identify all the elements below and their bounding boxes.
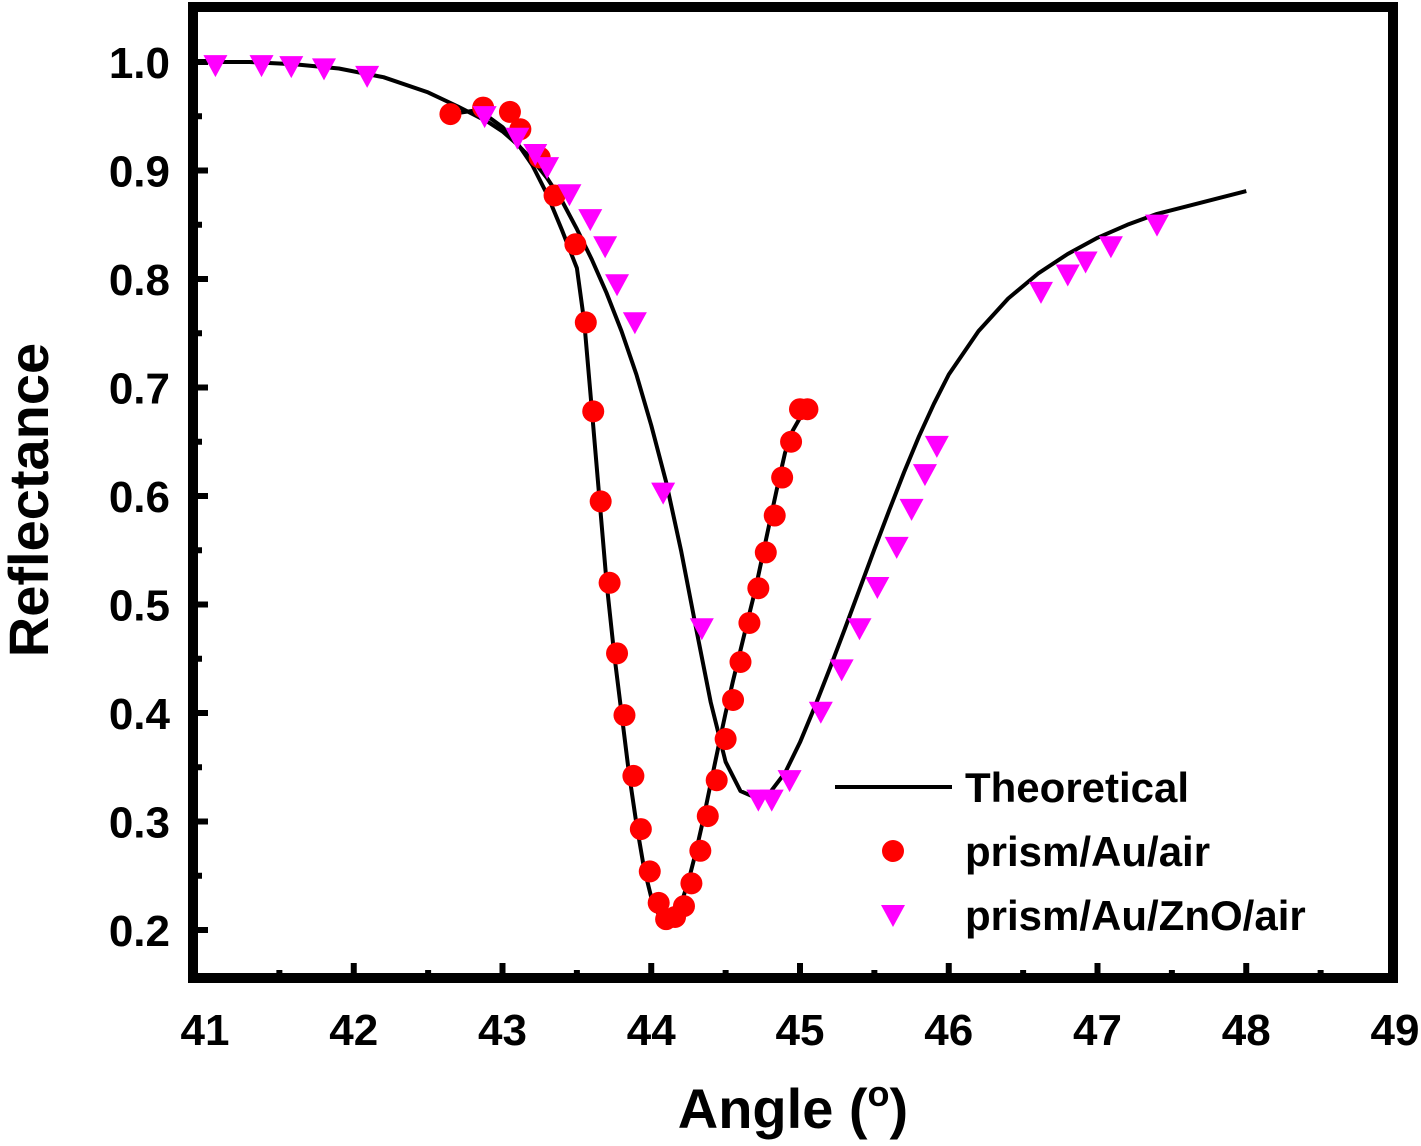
data-point-prism-au-air	[763, 504, 786, 527]
x-tick-label: 44	[627, 1006, 676, 1055]
x-axis-title-degree: o	[868, 1073, 890, 1114]
data-point-prism-au-zno-air	[829, 659, 854, 682]
x-tick-label: 49	[1371, 1006, 1420, 1055]
x-axis-title-main: Angle (	[678, 1077, 868, 1140]
legend-label-theoretical: Theoretical	[965, 764, 1189, 811]
data-point-prism-au-zno-air	[312, 58, 336, 81]
data-point-prism-au-zno-air	[759, 789, 784, 812]
plot-frame	[188, 2, 1398, 983]
data-point-prism-au-air	[738, 611, 761, 634]
y-tick-label: 0.9	[109, 148, 170, 197]
data-point-prism-au-zno-air	[578, 209, 603, 232]
data-point-prism-au-air	[543, 184, 566, 207]
data-point-prism-au-zno-air	[605, 274, 630, 297]
y-tick-label: 1.0	[109, 39, 170, 88]
data-point-prism-au-zno-air	[884, 536, 909, 559]
data-point-prism-au-air	[629, 818, 652, 841]
legend: Theoretical prism/Au/air prism/Au/ZnO/ai…	[835, 764, 1306, 939]
data-point-prism-au-air	[638, 860, 661, 883]
legend-marker-prism-au-air	[882, 840, 904, 862]
data-point-prism-au-zno-air	[899, 498, 924, 521]
x-tick-label: 41	[181, 1006, 230, 1055]
legend-marker-prism-au-zno-air	[881, 905, 905, 927]
y-tick-label: 0.4	[109, 690, 171, 739]
x-tick-label: 42	[329, 1006, 378, 1055]
data-point-prism-au-air	[754, 541, 777, 564]
data-point-prism-au-air	[606, 642, 629, 665]
x-tick-label: 46	[924, 1006, 973, 1055]
data-point-prism-au-zno-air	[912, 464, 937, 487]
prism-au-zno-air-markers	[203, 55, 1169, 812]
x-axis-title: Angle (o)	[678, 1073, 908, 1140]
series-line-0	[205, 60, 1247, 800]
data-point-prism-au-zno-air	[689, 618, 714, 641]
data-point-prism-au-zno-air	[203, 55, 228, 78]
data-point-prism-au-zno-air	[924, 435, 949, 458]
data-point-prism-au-air	[574, 311, 597, 334]
data-point-prism-au-air	[439, 103, 462, 126]
data-point-prism-au-air	[796, 398, 819, 421]
data-point-prism-au-air	[714, 728, 737, 751]
data-point-prism-au-zno-air	[1055, 264, 1080, 287]
data-point-prism-au-air	[780, 430, 803, 453]
data-point-prism-au-air	[613, 704, 636, 727]
data-point-prism-au-air	[696, 805, 719, 828]
y-tick-label: 0.7	[109, 365, 170, 414]
data-point-prism-au-air	[680, 872, 703, 895]
data-point-prism-au-zno-air	[777, 770, 802, 793]
data-point-prism-au-air	[771, 466, 794, 489]
data-point-prism-au-air	[722, 688, 745, 711]
data-point-prism-au-zno-air	[1145, 214, 1169, 237]
data-point-prism-au-air	[689, 839, 712, 862]
y-tick-label: 0.5	[109, 582, 170, 631]
x-tick-label: 48	[1222, 1006, 1271, 1055]
legend-label-prism-au-zno-air: prism/Au/ZnO/air	[965, 892, 1306, 939]
data-point-prism-au-air	[582, 400, 605, 423]
data-point-prism-au-zno-air	[847, 618, 872, 641]
data-point-prism-au-zno-air	[808, 701, 833, 724]
data-point-prism-au-zno-air	[557, 184, 582, 207]
data-point-prism-au-zno-air	[651, 482, 676, 505]
x-tick-label: 47	[1073, 1006, 1122, 1055]
y-tick-label: 0.2	[109, 907, 170, 956]
data-point-prism-au-zno-air	[249, 55, 274, 78]
y-axis-title: Reflectance	[0, 343, 60, 657]
data-point-prism-au-air	[589, 490, 612, 513]
y-tick-label: 0.3	[109, 799, 170, 848]
prism-au-air-markers	[439, 96, 819, 931]
legend-label-prism-au-air: prism/Au/air	[965, 828, 1210, 875]
data-point-prism-au-zno-air	[523, 144, 548, 167]
data-point-prism-au-air	[705, 769, 728, 792]
data-point-prism-au-zno-air	[593, 236, 618, 259]
data-point-prism-au-zno-air	[355, 65, 380, 88]
data-point-prism-au-zno-air	[1073, 251, 1098, 274]
x-axis-tick-labels: 41 42 43 44 45 46 47 48 49	[181, 1006, 1420, 1055]
data-point-prism-au-air	[564, 233, 587, 256]
data-point-prism-au-zno-air	[622, 312, 647, 335]
data-point-prism-au-air	[729, 651, 752, 674]
data-point-prism-au-zno-air	[1028, 281, 1053, 304]
data-point-prism-au-zno-air	[279, 56, 304, 79]
data-point-prism-au-zno-air	[472, 106, 497, 129]
y-tick-label: 0.6	[109, 473, 170, 522]
data-point-prism-au-air	[622, 764, 645, 787]
x-axis-ticks	[276, 963, 1324, 982]
y-axis-ticks	[188, 59, 208, 933]
data-point-prism-au-air	[747, 577, 770, 600]
data-point-prism-au-air	[672, 895, 695, 918]
data-point-prism-au-zno-air	[865, 576, 890, 599]
y-tick-label: 0.8	[109, 256, 170, 305]
x-tick-label: 43	[478, 1006, 527, 1055]
data-point-prism-au-zno-air	[505, 127, 530, 150]
y-axis-tick-labels: 0.2 0.3 0.4 0.5 0.6 0.7 0.8 0.9 1.0	[109, 39, 171, 956]
data-point-prism-au-zno-air	[1098, 236, 1123, 259]
data-point-prism-au-air	[498, 100, 521, 123]
data-point-prism-au-zno-air	[535, 157, 560, 180]
data-point-prism-au-air	[598, 571, 621, 594]
x-axis-title-close: )	[890, 1077, 909, 1140]
x-tick-label: 45	[776, 1006, 825, 1055]
